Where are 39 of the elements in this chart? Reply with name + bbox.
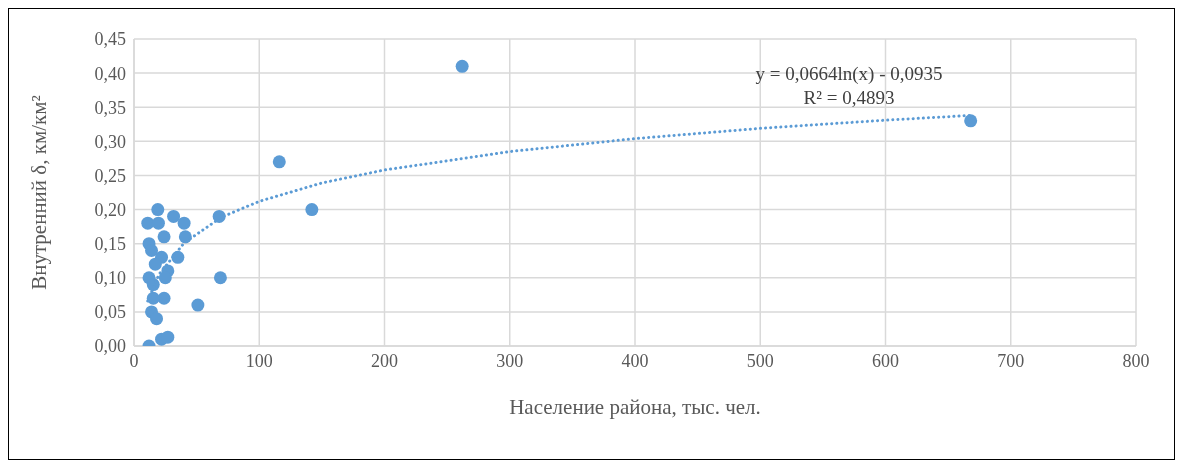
x-axis-title: Население района, тыс. чел. <box>509 395 761 419</box>
point <box>158 271 172 285</box>
x-tick-label: 300 <box>496 350 524 371</box>
point <box>191 298 205 312</box>
y-tick-label: 0,25 <box>94 165 126 186</box>
y-tick-label: 0,40 <box>94 63 126 84</box>
x-tick-label: 700 <box>997 350 1025 371</box>
point <box>161 330 175 344</box>
y-tick-label: 0,45 <box>94 29 126 50</box>
point <box>177 216 191 230</box>
y-tick-label: 0,05 <box>94 302 126 323</box>
point <box>150 312 164 326</box>
point <box>964 114 978 128</box>
point <box>167 209 181 223</box>
x-tick-label: 500 <box>746 350 774 371</box>
point <box>213 271 227 285</box>
y-tick-label: 0,20 <box>94 199 126 220</box>
x-tick-label: 100 <box>245 350 273 371</box>
point <box>151 216 165 230</box>
x-tick-label: 200 <box>371 350 398 371</box>
annotation: y = 0,0664ln(x) - 0,0935 <box>754 63 944 85</box>
point <box>305 203 319 217</box>
point <box>145 243 159 257</box>
x-tick-label: 400 <box>621 350 649 371</box>
annotation: R² = 0,4893 <box>802 87 896 109</box>
x-tick-label: 0 <box>129 350 139 371</box>
y-axis-title: Внутренний δ, км/км² <box>27 95 52 290</box>
point <box>157 230 171 244</box>
y-tick-label: 0,30 <box>94 131 126 152</box>
point <box>455 59 469 73</box>
y-tick-label: 0,15 <box>94 234 126 255</box>
y-tick-label: 0,00 <box>94 336 126 357</box>
point <box>151 203 165 217</box>
x-tick-label: 800 <box>1122 350 1150 371</box>
point <box>148 257 162 271</box>
y-tick-label: 0,10 <box>94 268 126 289</box>
y-tick-label: 0,35 <box>94 97 126 118</box>
x-tick-label: 600 <box>872 350 899 371</box>
point <box>272 155 286 169</box>
